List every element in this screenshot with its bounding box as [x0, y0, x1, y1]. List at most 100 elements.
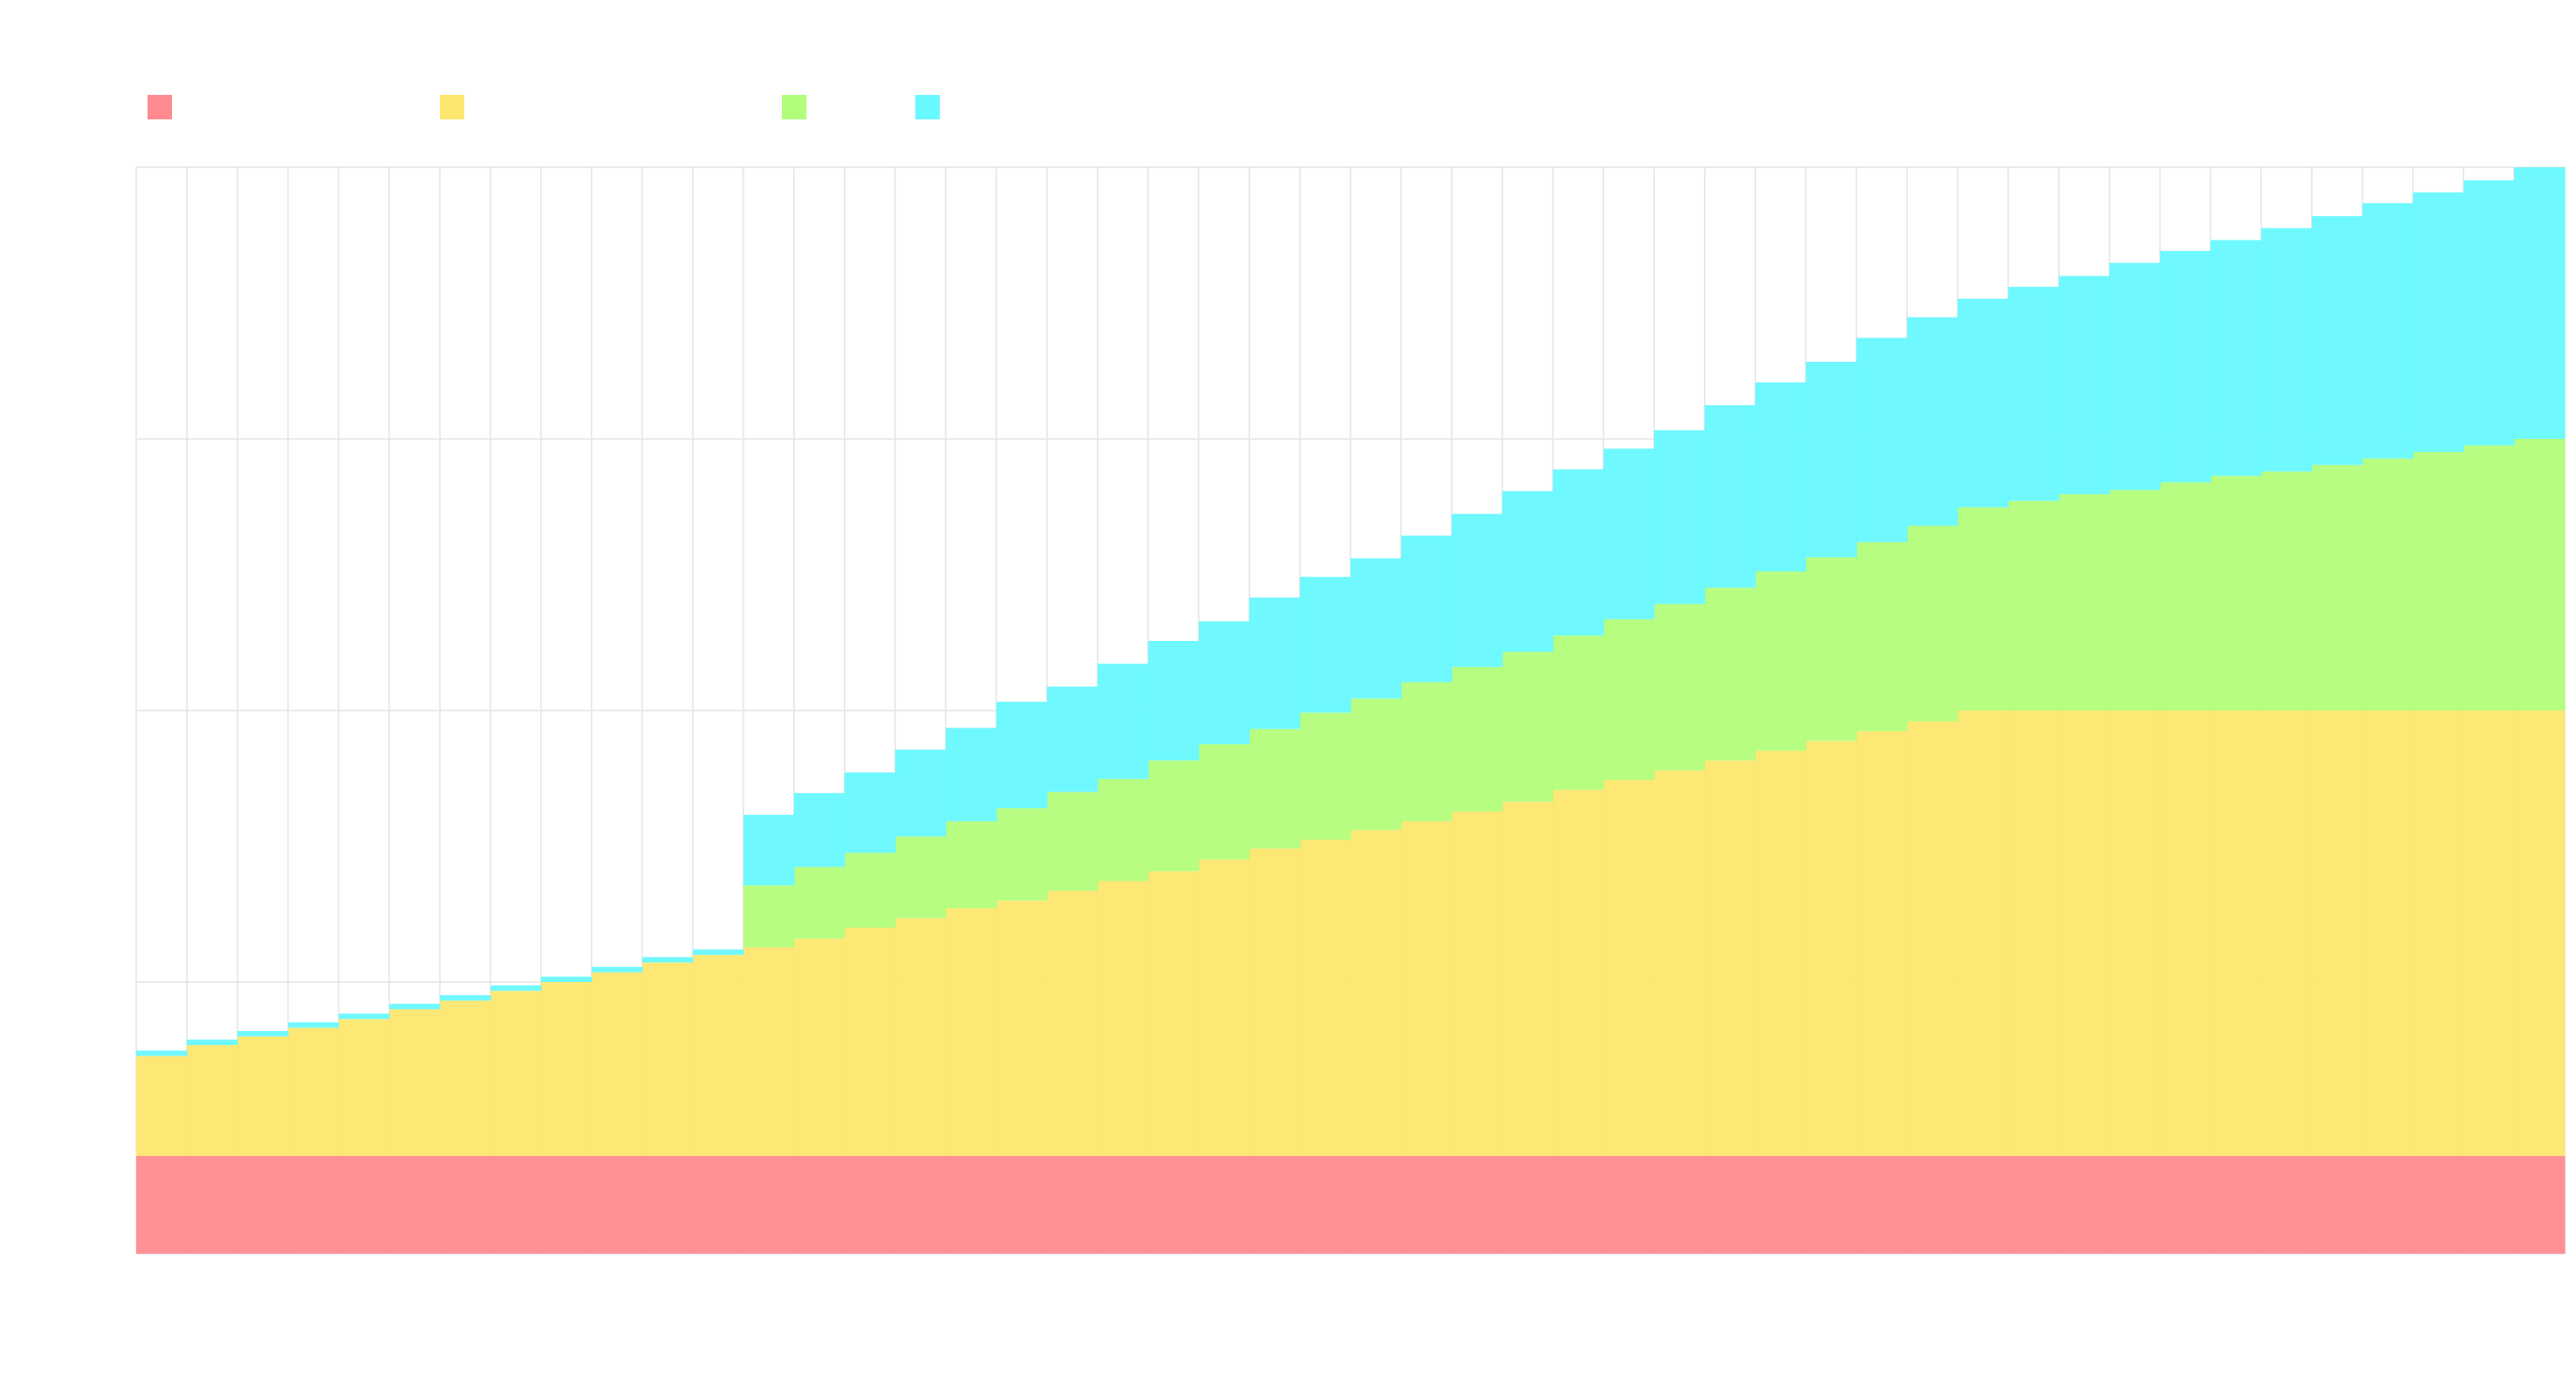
area-segment — [1400, 681, 1453, 821]
area-segment — [1350, 558, 1402, 699]
area-segment — [2463, 445, 2515, 710]
area-segment — [1603, 618, 1655, 780]
area-segment — [237, 1155, 289, 1254]
area-segment — [2058, 493, 2110, 710]
area-segment — [2311, 1155, 2364, 1254]
area-segment — [2109, 1155, 2161, 1254]
area-segment — [793, 938, 846, 1156]
area-segment — [1805, 1155, 1857, 1254]
area-segment — [1603, 448, 1655, 619]
area-segment — [2210, 710, 2262, 1156]
area-segment — [1654, 603, 1706, 771]
area-segment — [288, 1027, 339, 1156]
area-segment — [1907, 317, 1959, 526]
area-segment — [1502, 651, 1553, 803]
area-segment — [1097, 881, 1149, 1156]
area-segment — [2109, 710, 2161, 1156]
area-segment — [1654, 1155, 1706, 1254]
area-segment — [338, 1155, 390, 1254]
area-segment — [2463, 710, 2515, 1156]
area-segment — [1502, 491, 1553, 652]
area-segment — [2463, 180, 2515, 445]
area-segment — [1755, 382, 1806, 572]
area-segment — [1451, 513, 1503, 667]
area-segment — [743, 885, 795, 948]
area-segment — [793, 1155, 846, 1254]
area-segment — [288, 1155, 339, 1254]
area-segment — [844, 852, 896, 929]
area-segment — [2109, 490, 2161, 710]
area-segment — [136, 1155, 188, 1254]
area-segment — [945, 820, 997, 909]
area-segment — [895, 836, 946, 918]
area-segment — [1958, 507, 2009, 710]
area-segment — [540, 976, 592, 982]
area-segment — [389, 1004, 441, 1009]
area-segment — [793, 867, 846, 939]
area-segment — [996, 900, 1048, 1156]
area-segment — [1300, 1155, 1351, 1254]
area-segment — [1755, 1155, 1806, 1254]
area-segment — [1603, 779, 1655, 1156]
area-segment — [1400, 535, 1453, 682]
area-segment — [2160, 710, 2211, 1156]
area-segment — [1856, 1155, 1908, 1254]
area-segment — [2261, 710, 2313, 1156]
area-segment — [2210, 476, 2262, 710]
area-segment — [2210, 240, 2262, 476]
area-segment — [2514, 167, 2566, 439]
area-segment — [1400, 820, 1453, 1156]
area-segment — [1198, 1155, 1250, 1254]
area-segment — [1856, 730, 1908, 1156]
area-segment — [237, 1031, 289, 1037]
area-segment — [693, 949, 744, 956]
area-segment — [1300, 712, 1351, 840]
area-segment — [1704, 1155, 1756, 1254]
area-segment — [2261, 471, 2313, 710]
area-segment — [844, 928, 896, 1156]
area-segment — [743, 814, 795, 886]
area-segment — [186, 1039, 239, 1046]
legend-swatch — [915, 95, 940, 119]
area-segment — [1350, 698, 1402, 831]
area-segment — [186, 1045, 239, 1156]
area-segment — [2261, 227, 2313, 472]
area-segment — [1958, 1155, 2009, 1254]
area-segment — [1958, 710, 2009, 1156]
area-segment — [945, 727, 997, 821]
area-segment — [1147, 871, 1199, 1156]
area-segment — [642, 1155, 694, 1254]
area-segment — [2160, 482, 2211, 710]
area-segment — [1451, 1155, 1503, 1254]
area-segment — [1451, 811, 1503, 1156]
area-segment — [642, 957, 694, 963]
area-segment — [2412, 451, 2464, 710]
area-segment — [1603, 1155, 1655, 1254]
area-segment — [2007, 287, 2060, 501]
area-segment — [2007, 500, 2060, 710]
area-segment — [1097, 664, 1149, 779]
area-segment — [945, 908, 997, 1156]
area-segment — [1047, 791, 1099, 891]
area-segment — [1198, 859, 1250, 1156]
area-segment — [1300, 839, 1351, 1156]
area-segment — [2412, 1155, 2464, 1254]
area-segment — [288, 1022, 339, 1028]
area-segment — [440, 1155, 492, 1254]
area-segment — [895, 1155, 946, 1254]
legend-swatch — [148, 95, 172, 119]
area-segment — [1907, 1155, 1959, 1254]
area-segment — [2058, 1155, 2110, 1254]
area-segment — [1249, 848, 1301, 1156]
area-segment — [2210, 1155, 2262, 1254]
area-segment — [2007, 710, 2060, 1156]
area-segment — [591, 966, 643, 973]
area-segment — [1755, 750, 1806, 1156]
area-segment — [1704, 587, 1756, 761]
legend-swatch — [782, 95, 806, 119]
area-segment — [2261, 1155, 2313, 1254]
area-segment — [540, 1155, 592, 1254]
area-segment — [1805, 361, 1857, 558]
area-segment — [1958, 298, 2009, 507]
